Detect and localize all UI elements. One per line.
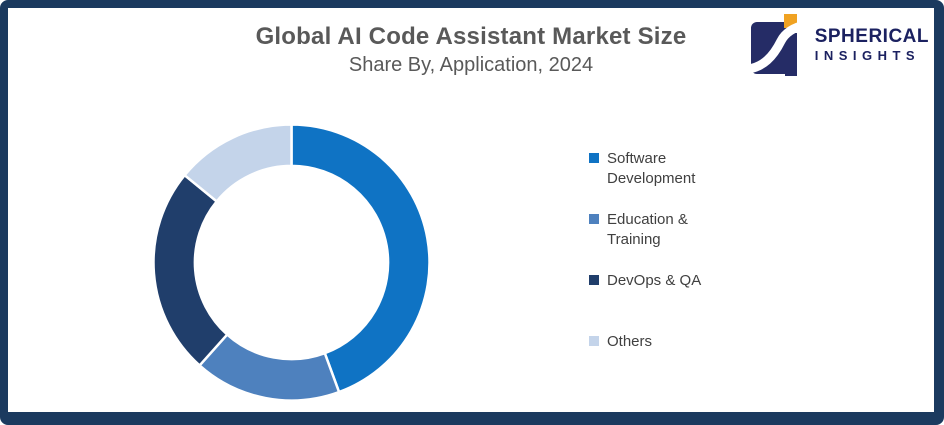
chart-title: Global AI Code Assistant Market Size (255, 23, 687, 50)
spherical-insights-logo-icon (750, 14, 806, 76)
chart-subtitle: Share By, Application, 2024 (348, 54, 594, 76)
legend-item-education-training: Education & Training (589, 210, 721, 271)
legend-swatch-others (589, 336, 599, 346)
donut-chart-svg (152, 123, 431, 402)
legend-swatch-devops-qa (589, 275, 599, 285)
legend-label-others: Others (607, 333, 653, 350)
donut-slice-software-development (290, 123, 431, 394)
logo-wordmark-line2: INSIGHTS (814, 48, 921, 63)
legend-item-devops-qa: DevOps & QA (589, 271, 721, 332)
donut-slice-others (183, 123, 293, 203)
legend-label-software-development: Software Development (607, 150, 696, 187)
legend-swatch-software-development (589, 153, 599, 163)
spherical-insights-logo: SPHERICAL INSIGHTS (750, 14, 929, 76)
donut-slice-devops-qa (152, 173, 229, 367)
spherical-insights-logo-text: SPHERICAL INSIGHTS (815, 26, 929, 64)
chart-header: Global AI Code Assistant Market Size Sha… (8, 8, 934, 79)
legend-label-devops-qa: DevOps & QA (607, 272, 702, 289)
chart-legend: Software Development Education & Trainin… (589, 149, 721, 393)
legend-item-software-development: Software Development (589, 149, 721, 210)
donut-slice-education-training (198, 333, 341, 402)
donut-chart (152, 123, 431, 402)
legend-swatch-education-training (589, 214, 599, 224)
legend-label-education-training: Education & Training (607, 211, 688, 248)
legend-item-others: Others (589, 332, 721, 393)
logo-wordmark-line1: SPHERICAL (814, 26, 929, 47)
